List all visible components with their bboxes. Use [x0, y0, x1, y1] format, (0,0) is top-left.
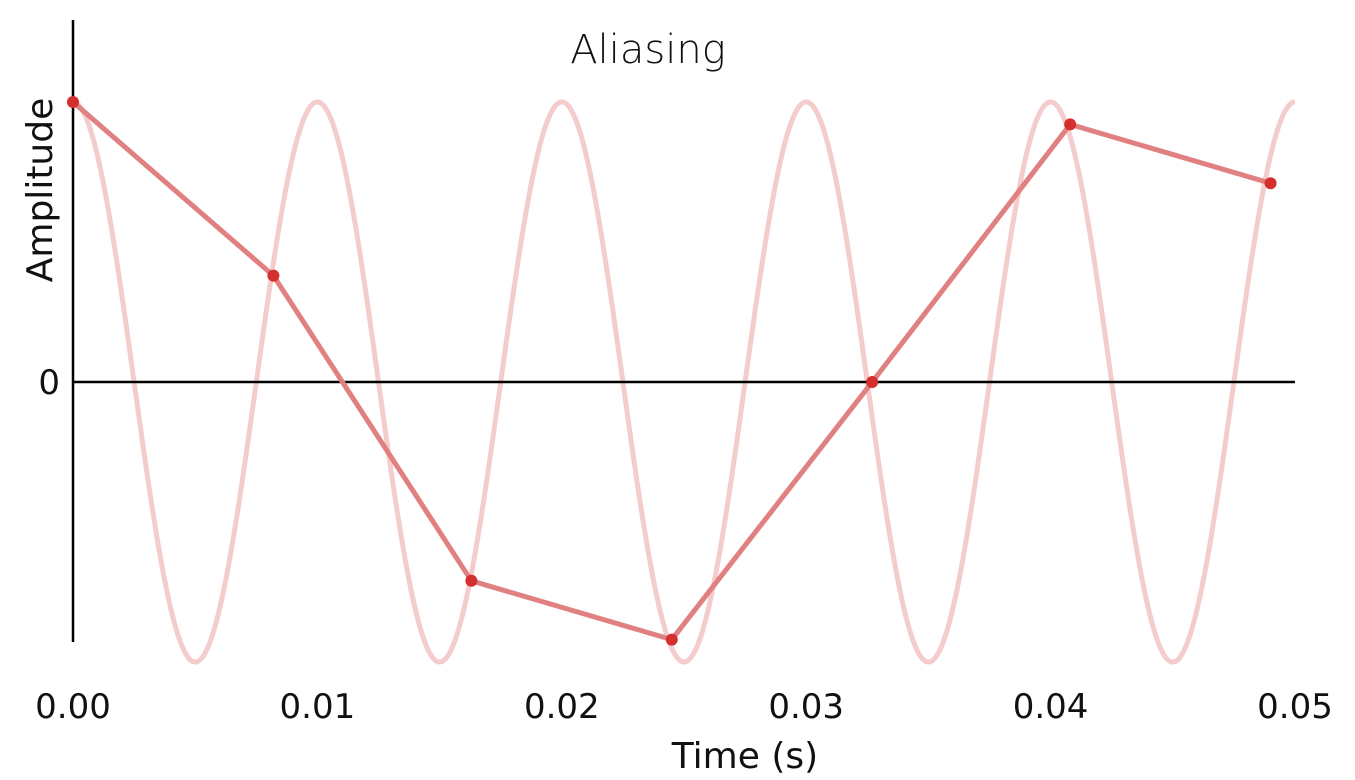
x-tick-label: 0.04: [1013, 687, 1089, 727]
x-axis-label: Time (s): [671, 736, 818, 777]
sample-point: [465, 574, 478, 587]
underlying-signal-layer: [72, 99, 1296, 665]
y-tick-label: 0: [38, 363, 60, 403]
sampled-series-layer: [67, 96, 1277, 646]
x-tick-label: 0.03: [768, 687, 844, 727]
x-tick-label: 0.05: [1257, 687, 1333, 727]
chart-title: Aliasing: [570, 27, 725, 73]
sample-point: [866, 376, 879, 388]
tick-labels-layer: 0.00 0.01 0.02 0.03 0.04 0.05 0: [35, 363, 1333, 727]
x-tick-label: 0.02: [524, 687, 600, 727]
sample-point: [665, 633, 678, 646]
sample-point: [1264, 177, 1277, 190]
sampled-series-line: [71, 100, 1272, 643]
sample-point: [67, 96, 79, 108]
sample-point: [267, 269, 280, 282]
underlying-signal-line: [72, 99, 1296, 665]
sample-point: [1064, 118, 1077, 131]
axes-layer: [71, 20, 1295, 642]
x-tick-label: 0.00: [35, 687, 111, 727]
x-tick-label: 0.01: [280, 687, 356, 727]
y-axis-label: Amplitude: [20, 98, 61, 282]
